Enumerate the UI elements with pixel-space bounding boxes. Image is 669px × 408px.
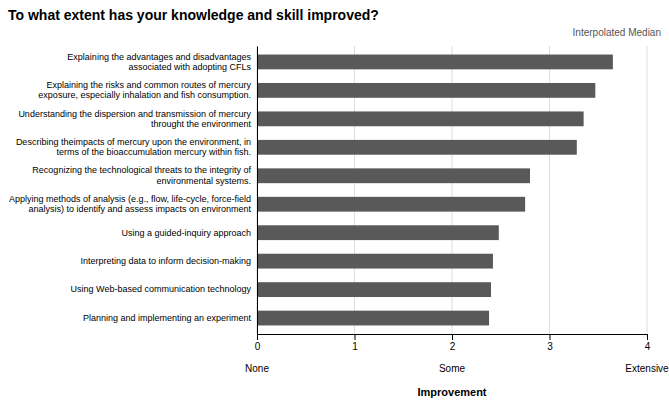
bars — [257, 55, 613, 326]
x-tick-mark — [452, 334, 453, 340]
x-tick: 1 — [352, 334, 358, 352]
x-tick: 4 — [645, 334, 651, 352]
y-tick: Explaining the advantages and disadvanta… — [67, 52, 251, 72]
y-tick-label: Using a guided-inquiry approach — [121, 228, 251, 238]
bar — [257, 140, 577, 155]
y-tick-label-line: Planning and implementing an experiment — [83, 313, 252, 323]
x-tick-mark — [355, 334, 356, 340]
chart: 0 1 2 3 4 Planning and implementing an experi… — [0, 0, 669, 408]
y-tick-label-line: analysis) to identify and assess impacts… — [28, 204, 251, 214]
y-tick: Using Web-based communication technology — [71, 284, 252, 294]
y-tick-label-line: environmental systems. — [156, 176, 251, 186]
bar — [257, 282, 491, 297]
y-tick-label: Recognizing the technological threats to… — [32, 165, 251, 185]
y-tick-label: Describing theimpacts of mercury upon th… — [16, 137, 251, 157]
x-axis-title: Improvement — [417, 386, 486, 398]
y-tick: Interpreting data to inform decision-mak… — [80, 256, 251, 266]
bar — [257, 254, 493, 269]
bar — [257, 311, 489, 326]
x-tick-label: 4 — [645, 341, 651, 352]
grid-line — [257, 46, 258, 334]
y-tick-label-line: Applying methods of analysis (e.g., flow… — [9, 194, 251, 204]
bar — [257, 168, 530, 183]
x-tick-mark — [647, 334, 648, 340]
scale-label: Extensive — [625, 363, 669, 374]
y-tick-label: Applying methods of analysis (e.g., flow… — [9, 194, 252, 214]
y-tick-label-line: associated with adopting CFLs — [128, 62, 251, 72]
y-tick-label-line: throught the environment — [151, 119, 252, 129]
y-tick-label-line: Interpreting data to inform decision-mak… — [80, 256, 251, 266]
x-tick-label: 3 — [547, 341, 553, 352]
y-tick-label-line: Understanding the dispersion and transmi… — [18, 109, 251, 119]
y-tick: Understanding the dispersion and transmi… — [18, 109, 251, 129]
y-tick: Planning and implementing an experiment — [83, 313, 252, 323]
scale-label: None — [245, 363, 269, 374]
y-axis-line — [257, 47, 258, 335]
y-tick-label: Understanding the dispersion and transmi… — [18, 109, 251, 129]
x-tick: 2 — [450, 334, 456, 352]
plot: 0 1 2 3 4 Planning and implementing an experi… — [9, 46, 651, 352]
y-tick-label: Explaining the risks and common routes o… — [38, 80, 251, 100]
x-tick-label: 0 — [255, 341, 261, 352]
y-tick-label: Interpreting data to inform decision-mak… — [80, 256, 251, 266]
title: To what extent has your knowledge and sk… — [8, 7, 379, 23]
y-tick: Describing theimpacts of mercury upon th… — [16, 137, 251, 157]
annotation: Interpolated Median — [573, 27, 661, 38]
bar — [257, 111, 584, 126]
x-tick-label: 1 — [352, 341, 358, 352]
bar — [257, 55, 613, 70]
y-tick-label-line: Using a guided-inquiry approach — [121, 228, 251, 238]
y-tick-label-line: exposure, especially inhalation and fish… — [38, 90, 251, 100]
x-tick-mark — [257, 334, 258, 340]
y-tick: Applying methods of analysis (e.g., flow… — [9, 194, 252, 214]
y-tick-label-line: Explaining the risks and common routes o… — [46, 80, 251, 90]
y-tick-label: Using Web-based communication technology — [71, 284, 252, 294]
x-tick-mark — [550, 334, 551, 340]
y-tick: Using a guided-inquiry approach — [121, 228, 251, 238]
y-tick: Explaining the risks and common routes o… — [38, 80, 251, 100]
y-tick-label: Planning and implementing an experiment — [83, 313, 252, 323]
x-axis: 0 1 2 3 4 — [255, 334, 651, 352]
y-tick-label-line: Describing theimpacts of mercury upon th… — [16, 137, 251, 147]
x-tick-label: 2 — [450, 341, 456, 352]
x-tick: 3 — [547, 334, 553, 352]
y-tick-label-line: Recognizing the technological threats to… — [32, 165, 251, 175]
y-tick-label-line: terms of the bioaccumulation mercury wit… — [56, 147, 251, 157]
grid — [257, 46, 647, 334]
bar — [257, 197, 525, 212]
y-tick: Recognizing the technological threats to… — [32, 165, 251, 185]
bar — [257, 225, 499, 240]
bar — [257, 83, 595, 98]
y-axis: Planning and implementing an experiment U… — [9, 47, 258, 335]
x-tick: 0 — [255, 334, 261, 352]
scale-label: Some — [439, 363, 466, 374]
grid-line — [647, 46, 648, 334]
y-tick-label-line: Explaining the advantages and disadvanta… — [67, 52, 251, 62]
y-tick-label-line: Using Web-based communication technology — [71, 284, 252, 294]
y-tick-label: Explaining the advantages and disadvanta… — [67, 52, 251, 72]
